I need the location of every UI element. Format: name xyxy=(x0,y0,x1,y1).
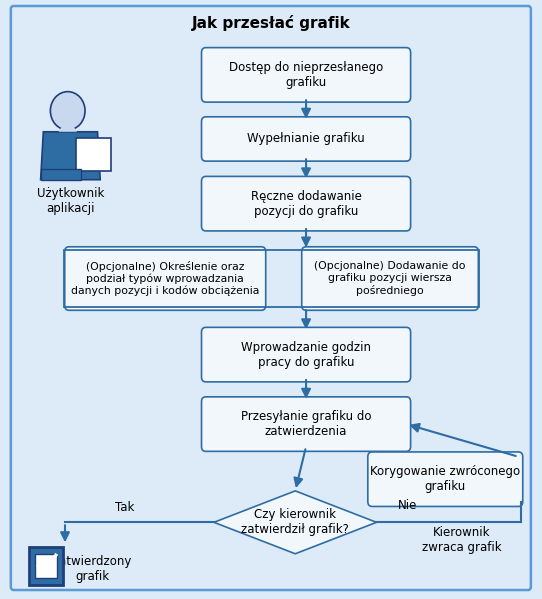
Text: Wprowadzanie godzin
pracy do grafiku: Wprowadzanie godzin pracy do grafiku xyxy=(241,341,371,368)
FancyBboxPatch shape xyxy=(202,397,411,452)
FancyBboxPatch shape xyxy=(202,327,411,382)
Text: Przesyłanie grafiku do
zatwierdzenia: Przesyłanie grafiku do zatwierdzenia xyxy=(241,410,371,438)
Text: Wypełnianie grafiku: Wypełnianie grafiku xyxy=(247,132,365,146)
Polygon shape xyxy=(41,132,100,180)
FancyBboxPatch shape xyxy=(64,247,266,310)
Text: Zatwierdzony
grafik: Zatwierdzony grafik xyxy=(52,555,132,583)
Bar xyxy=(64,250,480,307)
FancyBboxPatch shape xyxy=(29,547,63,585)
Text: Dostęp do nieprzesłanego
grafiku: Dostęp do nieprzesłanego grafiku xyxy=(229,61,383,89)
FancyBboxPatch shape xyxy=(302,247,479,310)
Text: Nie: Nie xyxy=(398,499,417,512)
Text: Kierownik
zwraca grafik: Kierownik zwraca grafik xyxy=(422,527,501,554)
Text: (Opcjonalne) Określenie oraz
podział typów wprowadzania
danych pozycji i kodów o: (Opcjonalne) Określenie oraz podział typ… xyxy=(71,261,260,297)
Text: (Opcjonalne) Dodawanie do
grafiku pozycji wiersza
pośredniego: (Opcjonalne) Dodawanie do grafiku pozycj… xyxy=(314,261,466,296)
Text: Czy kierownik
zatwierdził grafik?: Czy kierownik zatwierdził grafik? xyxy=(241,509,349,536)
Polygon shape xyxy=(59,126,77,132)
Text: Korygowanie zwróconego
grafiku: Korygowanie zwróconego grafiku xyxy=(370,465,520,493)
FancyBboxPatch shape xyxy=(76,138,111,171)
FancyBboxPatch shape xyxy=(368,452,522,507)
FancyBboxPatch shape xyxy=(35,554,57,578)
FancyBboxPatch shape xyxy=(11,6,531,590)
Polygon shape xyxy=(214,491,377,553)
FancyBboxPatch shape xyxy=(202,117,411,161)
Circle shape xyxy=(50,92,85,130)
Text: Jak przesłać grafik: Jak przesłać grafik xyxy=(191,15,350,31)
Text: Ręczne dodawanie
pozycji do grafiku: Ręczne dodawanie pozycji do grafiku xyxy=(250,190,362,217)
FancyBboxPatch shape xyxy=(202,48,411,102)
FancyBboxPatch shape xyxy=(202,176,411,231)
Text: Użytkownik
aplikacji: Użytkownik aplikacji xyxy=(37,187,104,214)
Text: Tak: Tak xyxy=(115,501,134,514)
FancyBboxPatch shape xyxy=(41,169,81,180)
